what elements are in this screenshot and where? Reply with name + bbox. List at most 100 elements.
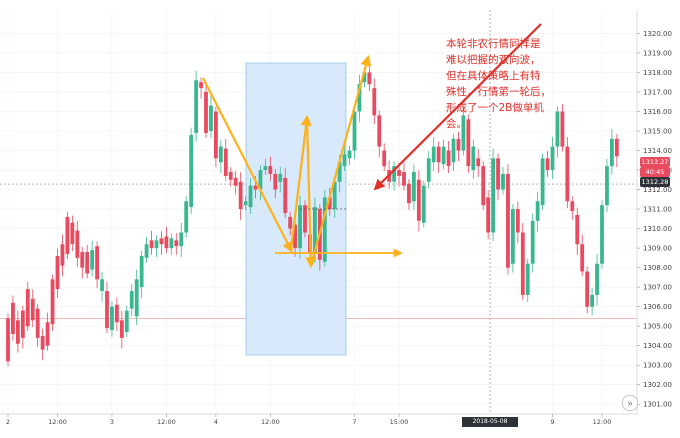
arrow-red [373, 23, 542, 191]
candle [115, 297, 119, 332]
candle [124, 305, 129, 337]
candle [184, 196, 189, 238]
candle [60, 234, 65, 277]
candle [436, 141, 441, 173]
candle [486, 190, 491, 240]
candle [218, 139, 223, 173]
candle [283, 168, 288, 218]
scroll-to-latest-button[interactable]: » [622, 395, 638, 411]
candles [6, 65, 619, 367]
candle [347, 145, 352, 166]
candle [520, 222, 525, 300]
candle [95, 241, 99, 289]
candle [570, 196, 575, 220]
candle [90, 240, 95, 277]
candle [565, 137, 570, 209]
candle [530, 213, 535, 273]
candle [402, 162, 406, 191]
candle [144, 236, 149, 263]
candle [471, 139, 476, 179]
y-tick-label: 1314.00 [643, 147, 672, 155]
arrow-up-1 [289, 114, 312, 251]
candle [273, 169, 278, 199]
price-tag-crosshair: 1312.28 [640, 177, 670, 187]
candle [322, 190, 327, 267]
candle [600, 200, 604, 269]
y-tick-label: 1307.00 [643, 284, 672, 292]
candle [243, 196, 248, 211]
y-tick-label: 1302.00 [643, 381, 672, 389]
candle [20, 305, 25, 349]
candle [11, 295, 15, 341]
candle [149, 230, 154, 255]
y-tick-label: 1306.00 [643, 303, 672, 311]
candle [525, 258, 530, 302]
candle [179, 222, 184, 257]
y-tick-label: 1316.00 [643, 108, 672, 116]
candle [461, 105, 466, 156]
candle [45, 312, 50, 351]
x-tick-label: 12:00 [593, 418, 612, 426]
y-tick-label: 1310.00 [643, 225, 672, 233]
candle [35, 303, 40, 347]
candle [25, 281, 30, 332]
candle [199, 77, 203, 99]
candle [40, 328, 45, 361]
candle [85, 244, 90, 279]
candle [590, 287, 594, 316]
candle [298, 195, 302, 259]
x-tick-label: 7 [352, 418, 356, 426]
x-axis-ticks: 2 12:00 3 12:00 4 12:00 7 15:00 9 12:00 [6, 414, 611, 426]
candle [382, 143, 387, 172]
candle [268, 156, 273, 181]
candle [352, 104, 357, 160]
candle [105, 281, 109, 334]
candle [233, 170, 238, 195]
y-tick-label: 1311.00 [643, 206, 672, 214]
y-tick-label: 1309.00 [643, 245, 672, 253]
candle [501, 166, 505, 195]
candle [511, 204, 515, 273]
candle [535, 191, 540, 232]
arrow-overlays [202, 23, 542, 269]
y-tick-label: 1318.00 [643, 69, 672, 77]
y-tick-label: 1312.00 [643, 186, 672, 194]
x-tick-label: 2 [6, 418, 10, 426]
candle [421, 180, 426, 228]
candle [466, 114, 471, 173]
candle [377, 110, 382, 158]
candle [263, 158, 268, 175]
candle [585, 266, 590, 314]
crosshair-time-label: 2018-05-08 14:00:00 [462, 417, 518, 435]
y-tick-label: 1320.00 [643, 30, 672, 38]
candle [154, 235, 159, 257]
arrow-up-2 [309, 54, 372, 266]
candle [75, 220, 80, 267]
candle [194, 70, 198, 142]
y-tick-label: 1303.00 [643, 362, 672, 370]
candle [159, 231, 164, 255]
candle [451, 133, 456, 172]
candle [595, 254, 599, 306]
candle [139, 251, 144, 298]
y-axis-ticks: 1301.00 1302.00 1303.00 1304.00 1305.00 1306.… [637, 30, 672, 409]
candle [397, 162, 401, 187]
candle [204, 84, 208, 138]
candle [446, 140, 451, 173]
candle [412, 164, 416, 211]
y-tick-label: 1305.00 [643, 323, 672, 331]
candle [332, 176, 337, 218]
candle [209, 96, 213, 138]
y-tick-label: 1317.00 [643, 88, 672, 96]
candle [392, 161, 396, 191]
candle [481, 161, 486, 211]
candle [303, 200, 307, 238]
candle [426, 151, 431, 189]
candle [416, 170, 421, 232]
y-tick-label: 1301.00 [643, 401, 672, 409]
candle [456, 131, 461, 162]
candle [288, 212, 293, 236]
candle [545, 151, 550, 177]
x-tick-label: 12:00 [157, 418, 176, 426]
